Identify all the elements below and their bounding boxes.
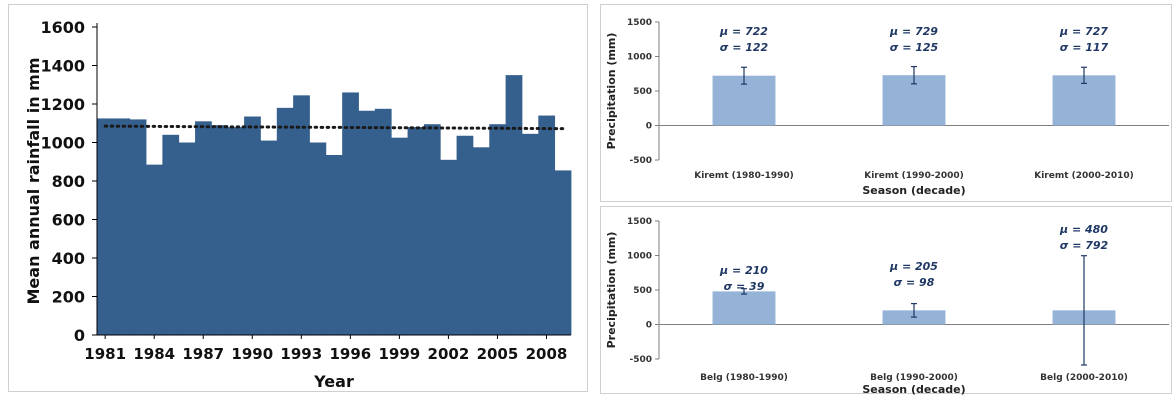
rainfall-bar — [440, 159, 457, 335]
x-axis-title: Year — [313, 372, 354, 391]
rainfall-bar — [456, 135, 474, 335]
belg-precipitation-chart: -500 0 500 1000 1500 μ = 210 σ = 39 Belg (1980-… — [600, 206, 1172, 395]
x-tick-label: 2008 — [526, 345, 568, 363]
mean-annotation: μ = 729 — [889, 25, 938, 38]
rainfall-bar — [489, 124, 507, 336]
rainfall-bar — [391, 137, 408, 335]
rainfall-bar — [227, 127, 245, 335]
x-tick-label: 1987 — [182, 345, 224, 363]
x-axis-title-rest: (decade) — [907, 184, 966, 197]
y-tick-label: 1400 — [40, 57, 85, 76]
y-tick-label: 1600 — [40, 18, 85, 37]
x-tick-label: 2002 — [428, 345, 470, 363]
x-axis-title-bold: Season — [862, 184, 907, 197]
kiremt-precipitation-chart: -500 0 500 1000 1500 μ = 722 σ = 122 Kiremt (19… — [600, 4, 1172, 202]
category-label: Belg (1980-1990) — [700, 373, 788, 383]
annual-rainfall-chart: 0 200 400 600 800 1000 1200 1400 1600 1981 1984 198… — [8, 4, 588, 392]
y-tick-label: 800 — [52, 172, 85, 191]
x-axis-title-bold: Season — [862, 383, 907, 395]
belg-precipitation-svg: -500 0 500 1000 1500 μ = 210 σ = 39 Belg (1980-… — [605, 217, 1169, 395]
rainfall-bar — [358, 110, 376, 335]
sigma-annotation: σ = 125 — [890, 41, 939, 54]
rainfall-bar — [538, 115, 556, 335]
x-tick-label: 1990 — [231, 345, 273, 363]
mean-annotation: μ = 727 — [1059, 25, 1108, 38]
rainfall-bar — [309, 142, 327, 335]
sigma-annotation: σ = 122 — [720, 41, 769, 54]
y-tick-label: 600 — [52, 211, 85, 230]
rainfall-bar — [211, 125, 229, 335]
rainfall-bar — [178, 142, 196, 335]
annual-rainfall-svg: 0 200 400 600 800 1000 1200 1400 1600 1981 1984 198… — [24, 18, 572, 391]
x-tick-label: 1996 — [329, 345, 371, 363]
mean-annotation: μ = 480 — [1059, 223, 1108, 236]
y-tick-label: 1500 — [627, 18, 652, 28]
sigma-annotation: σ = 117 — [1060, 41, 1109, 54]
y-tick-label: 0 — [646, 122, 652, 132]
rainfall-bar — [325, 155, 343, 335]
rainfall-bar — [260, 140, 278, 335]
rainfall-bar — [505, 75, 523, 335]
y-axis-title: Mean annual rainfall in mm — [24, 58, 43, 305]
x-tick-label: 1981 — [84, 345, 126, 363]
x-axis-title-rest: (decade) — [907, 383, 966, 395]
y-tick-label: 0 — [646, 321, 652, 331]
y-tick-label: 1000 — [627, 53, 652, 63]
category-label: Kiremt (1980-1990) — [694, 171, 793, 181]
mean-annotation: μ = 722 — [719, 25, 768, 38]
x-tick-label: 1984 — [133, 345, 175, 363]
y-tick-label: 1500 — [627, 217, 652, 227]
y-axis-title: Precipitation (mm) — [605, 33, 618, 150]
y-tick-label: 0 — [74, 326, 85, 345]
rainfall-bar — [129, 119, 147, 336]
precip-bar — [712, 291, 776, 325]
mean-annotation: μ = 205 — [889, 260, 938, 273]
rainfall-bar — [472, 147, 490, 335]
kiremt-precipitation-svg: -500 0 500 1000 1500 μ = 722 σ = 122 Kiremt (19… — [605, 18, 1169, 197]
x-axis-title: Season (decade) — [862, 383, 965, 395]
rainfall-bar — [195, 121, 212, 335]
x-tick-label: 1999 — [379, 345, 421, 363]
y-tick-label: 1000 — [40, 134, 85, 153]
category-label: Kiremt (2000-2010) — [1034, 171, 1133, 181]
mean-annotation: μ = 210 — [719, 264, 768, 277]
rainfall-bar — [407, 127, 425, 335]
rainfall-bar — [423, 124, 441, 336]
y-tick-label: 1200 — [40, 95, 85, 114]
rainfall-bar — [276, 107, 294, 335]
x-tick-label: 1993 — [280, 345, 322, 363]
rainfall-bar — [554, 170, 572, 335]
category-label: Belg (1990-2000) — [870, 373, 958, 383]
y-tick-label: 1000 — [627, 252, 652, 262]
rainfall-bar — [244, 116, 261, 335]
rainfall-bar — [342, 92, 359, 335]
sigma-annotation: σ = 792 — [1060, 239, 1109, 252]
rainfall-bar — [374, 108, 392, 335]
category-label: Belg (2000-2010) — [1040, 373, 1128, 383]
y-tick-label: -500 — [629, 156, 652, 166]
y-tick-label: 500 — [633, 286, 652, 296]
y-tick-label: 200 — [52, 288, 85, 307]
rainfall-bar — [293, 95, 310, 336]
x-tick-label: 2005 — [477, 345, 519, 363]
y-tick-label: 400 — [52, 249, 85, 268]
sigma-annotation: σ = 39 — [724, 280, 765, 293]
rainfall-bar — [97, 118, 114, 335]
x-axis-title: Season (decade) — [862, 184, 965, 197]
sigma-annotation: σ = 98 — [894, 276, 935, 289]
y-tick-label: -500 — [629, 355, 652, 365]
rainfall-bar — [146, 164, 163, 335]
y-tick-label: 500 — [633, 87, 652, 97]
category-label: Kiremt (1990-2000) — [864, 171, 963, 181]
rainfall-bar — [162, 134, 180, 335]
rainfall-bar — [521, 133, 539, 335]
rainfall-bar — [113, 118, 131, 335]
trend-line — [103, 124, 565, 131]
y-axis-title: Precipitation (mm) — [605, 232, 618, 349]
